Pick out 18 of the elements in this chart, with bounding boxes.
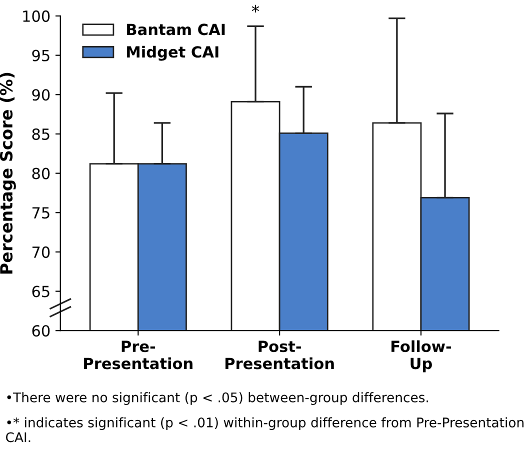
y-tick-label: 100: [23, 10, 50, 22]
y-tick-label: 65: [32, 286, 50, 298]
y-tick-label: 60: [32, 325, 50, 337]
x-tick-label: Post- Presentation: [225, 340, 334, 370]
y-tick-label: 85: [32, 128, 50, 140]
legend-label: Midget CAI: [127, 46, 218, 61]
x-tick-label: Pre- Presentation: [84, 340, 192, 370]
y-tick-label: 80: [32, 168, 50, 180]
legend-label: Bantam CAI: [127, 24, 225, 36]
y-tick-label: 75: [32, 207, 50, 219]
y-tick-label: 70: [32, 246, 50, 258]
x-tick-label: Follow- Up: [392, 340, 452, 372]
text: •There were no significant (p < .05) between-group differences.: [7, 392, 428, 405]
y-tick-label: 95: [32, 50, 50, 62]
y-axis-title: Percentage Score (%): [0, 72, 16, 274]
y-tick-label: 90: [32, 89, 50, 101]
text: *: [252, 4, 260, 12]
text: •* indicates significant (p < .01) within-group difference from Pre-Presentation CAI.: [6, 417, 524, 442]
